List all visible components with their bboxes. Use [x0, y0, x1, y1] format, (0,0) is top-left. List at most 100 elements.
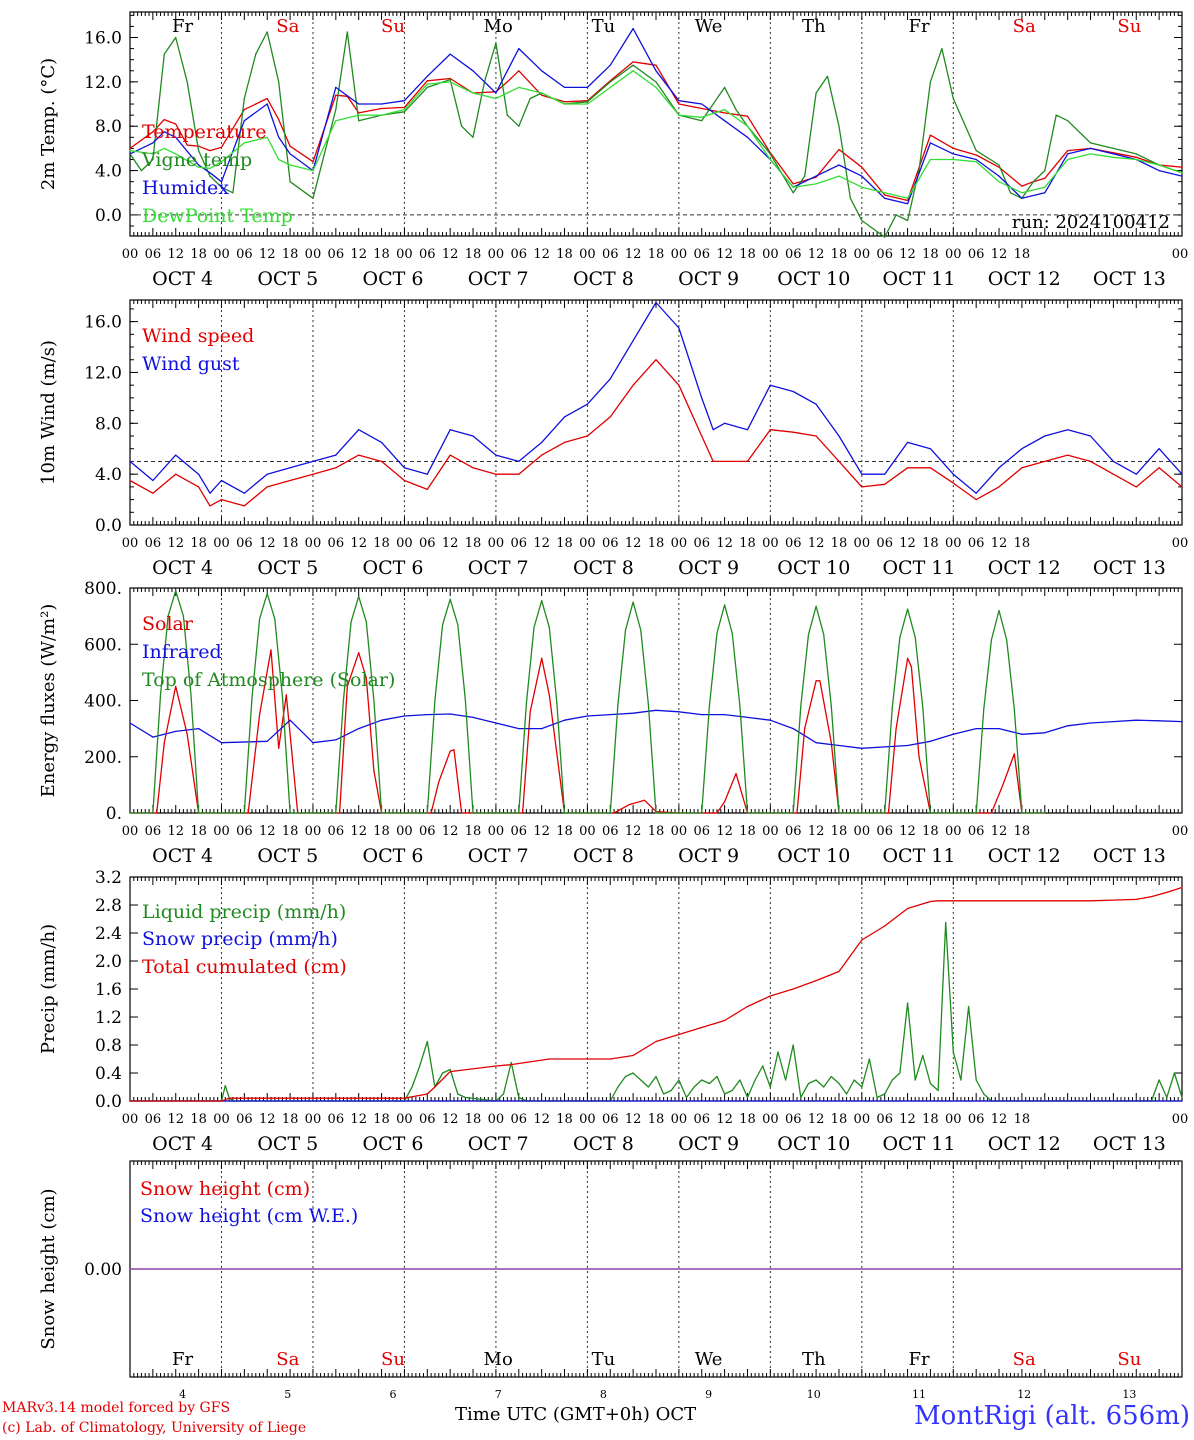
hour-tick-label: 18	[831, 1112, 848, 1127]
data-point	[979, 812, 981, 814]
hour-tick-label: 18	[1014, 247, 1031, 262]
legend-entry: Temperature	[142, 121, 266, 143]
data-point	[838, 460, 840, 462]
data-point	[449, 77, 451, 80]
data-point	[678, 114, 680, 116]
data-point	[838, 435, 840, 437]
data-point	[815, 1079, 817, 1081]
hour-tick-label: 00	[579, 1112, 596, 1127]
day-of-week-label: We	[695, 16, 723, 37]
hour-tick-label: 18	[190, 247, 207, 262]
date-label: OCT 5	[257, 557, 318, 579]
data-point	[1112, 156, 1114, 158]
data-point	[289, 153, 291, 155]
data-point	[819, 680, 821, 682]
data-point	[1158, 1079, 1160, 1081]
data-point	[701, 103, 703, 105]
hour-tick-label: 18	[556, 247, 573, 262]
data-point	[335, 109, 337, 111]
hour-tick-label: 00	[122, 536, 139, 551]
data-point	[518, 70, 520, 72]
data-point	[609, 416, 611, 418]
hour-tick-label: 12	[259, 247, 276, 262]
legend-entry: Total cumulated (cm)	[142, 956, 347, 978]
data-point	[655, 359, 657, 361]
data-point	[929, 81, 932, 83]
y-tick-label: 2.4	[95, 924, 122, 944]
data-point	[624, 629, 627, 631]
data-point	[243, 142, 245, 144]
hour-tick-label: 06	[511, 824, 528, 839]
hour-tick-label: 06	[328, 824, 345, 839]
hour-tick-label: 00	[488, 536, 505, 551]
data-point	[495, 42, 497, 44]
data-point	[609, 378, 611, 380]
model-credit: MARv3.14 model forced by GFS	[2, 1400, 231, 1416]
data-point	[922, 706, 924, 709]
date-label: OCT 10	[777, 845, 850, 867]
data-point	[792, 431, 794, 433]
data-point	[129, 153, 131, 155]
data-point	[182, 615, 184, 617]
data-point	[243, 97, 245, 100]
panel-1: 0.0 4.0 8.0 12.0 16.0 2m Temp. (°C) Temperatur…	[38, 11, 1188, 290]
hour-tick-label: 18	[556, 824, 573, 839]
hour-tick-label: 00	[396, 536, 413, 551]
data-point	[907, 608, 909, 610]
data-point	[792, 186, 794, 188]
data-point	[175, 590, 177, 592]
data-point	[403, 479, 405, 482]
data-point	[815, 680, 817, 682]
hour-tick-label: 18	[282, 247, 299, 262]
data-point	[266, 136, 268, 138]
data-point	[163, 147, 165, 149]
legend-entry: Liquid precip (mm/h)	[142, 901, 346, 923]
data-point	[609, 81, 611, 83]
date-label: OCT 12	[988, 845, 1061, 867]
hour-tick-label: 18	[739, 824, 756, 839]
data-point	[678, 100, 680, 102]
hour-tick-label: 18	[922, 536, 939, 551]
data-point	[278, 747, 280, 749]
day-of-week-label: Su	[381, 16, 405, 37]
data-point	[891, 706, 893, 709]
data-point	[975, 161, 977, 163]
hour-tick-label: 12	[442, 1112, 459, 1127]
day-number-label: 12	[1017, 1388, 1031, 1401]
data-point	[632, 712, 634, 714]
data-point	[346, 31, 348, 33]
hour-tick-label: 00	[1172, 1112, 1189, 1127]
legend-entry: Snow height (cm W.E.)	[140, 1205, 358, 1227]
date-label: OCT 8	[573, 845, 634, 867]
data-point	[1166, 1096, 1168, 1099]
hour-tick-label: 06	[145, 1112, 162, 1127]
day-number-label: 6	[390, 1388, 397, 1401]
data-point	[472, 716, 474, 719]
data-point	[1112, 153, 1114, 155]
hour-tick-label: 12	[625, 536, 642, 551]
hour-tick-label: 12	[808, 824, 825, 839]
data-point	[716, 632, 718, 634]
data-point	[358, 595, 360, 598]
hour-tick-label: 06	[968, 1112, 985, 1127]
data-point	[548, 694, 550, 696]
hour-tick-label: 12	[259, 824, 276, 839]
data-point	[1158, 164, 1160, 166]
data-point	[1158, 467, 1160, 469]
data-point	[518, 48, 520, 50]
data-point	[876, 1096, 878, 1099]
data-point	[746, 115, 749, 117]
data-point	[899, 636, 901, 638]
data-point	[1044, 812, 1046, 814]
hour-tick-label: 06	[328, 536, 345, 551]
data-point	[518, 1096, 520, 1099]
y-tick-label: 800.	[84, 579, 122, 599]
data-point	[975, 812, 977, 814]
data-point	[563, 416, 566, 418]
hour-tick-label: 00	[671, 824, 688, 839]
data-point	[472, 435, 474, 437]
hour-tick-label: 06	[145, 247, 162, 262]
hour-tick-label: 18	[465, 247, 482, 262]
data-point	[259, 618, 261, 620]
data-point	[198, 150, 200, 152]
